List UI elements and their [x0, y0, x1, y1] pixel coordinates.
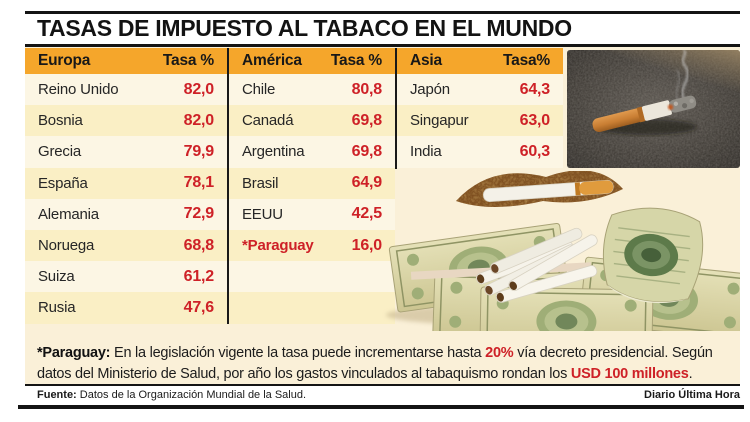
table-row: India 60,3 [397, 136, 563, 168]
table-europa-rows: Reino Unido 82,0 Bosnia 82,0 Grecia 79,9 Es… [25, 74, 227, 324]
rate-cell: 79,9 [183, 142, 215, 160]
table-row: Grecia 79,9 [25, 136, 227, 168]
table-america: América Tasa % Chile 80,8 Canadá 69,8 Arge… [229, 48, 395, 324]
table-asia-header: Asia Tasa% [397, 48, 563, 74]
footnote-text: En la legislación vigente la tasa puede … [110, 344, 486, 361]
country-cell: Japón [410, 81, 450, 99]
top-rule [25, 11, 740, 14]
source-text: Fuente: Datos de la Organización Mundial… [25, 389, 306, 401]
footnote-text: vía decreto presidencial. Según datos de… [37, 344, 713, 383]
table-row: España 78,1 [25, 167, 227, 199]
table-row: Noruega 68,8 [25, 229, 227, 262]
country-cell: Reino Unido [38, 81, 119, 99]
table-europa-header: Europa Tasa % [25, 48, 227, 74]
rate-cell: 78,1 [183, 174, 215, 192]
table-row: Singapur 63,0 [397, 105, 563, 137]
table-row: Rusia 47,6 [25, 292, 227, 324]
table-europa: Europa Tasa % Reino Unido 82,0 Bosnia 82,0… [25, 48, 227, 324]
rate-cell: 63,0 [519, 111, 551, 129]
table-row: Suiza 61,2 [25, 261, 227, 293]
footnote: *Paraguay: En la legislación vigente la … [37, 343, 734, 386]
rate-cell: 47,6 [183, 298, 215, 316]
country-cell: Chile [242, 81, 276, 99]
money-cigarettes-photo [371, 170, 750, 357]
country-cell: Noruega [38, 237, 95, 255]
country-cell: EEUU [242, 205, 283, 223]
country-cell: Singapur [410, 112, 469, 130]
table-row: Reino Unido 82,0 [25, 74, 227, 106]
table-row: EEUU 42,5 [229, 198, 395, 230]
rate-cell: 61,2 [183, 267, 215, 285]
table-asia-rows: Japón 64,3 Singapur 63,0 India 60,3 [397, 74, 563, 168]
country-cell: Argentina [242, 143, 305, 161]
rate-cell: 72,9 [183, 205, 215, 223]
bottom-rule [18, 405, 744, 409]
rate-header-label: Tasa % [162, 52, 214, 69]
country-cell: Bosnia [38, 112, 83, 130]
table-row: Japón 64,3 [397, 74, 563, 106]
country-cell: Canadá [242, 112, 294, 130]
country-cell: Grecia [38, 143, 81, 161]
region-header-label: Asia [410, 52, 442, 69]
country-cell: Brasil [242, 174, 279, 192]
footer-divider-rule [25, 384, 740, 386]
source-value: Datos de la Organización Mundial de la S… [76, 389, 307, 401]
rate-cell: 60,3 [519, 142, 551, 160]
footnote-highlight-usd: USD 100 millones [570, 366, 689, 382]
rate-header-label: Tasa % [330, 52, 382, 69]
rate-cell: 16,0 [351, 236, 383, 254]
region-header-label: Europa [38, 52, 91, 69]
country-cell: España [38, 174, 88, 192]
rate-cell: 82,0 [183, 80, 215, 98]
footnote-highlight-20pct: 20% [485, 344, 514, 361]
footnote-text: . [688, 366, 693, 382]
empty-stripe-row [229, 261, 395, 293]
source-label: Fuente: [37, 389, 77, 401]
source-row: Fuente: Datos de la Organización Mundial… [25, 389, 740, 401]
country-cell: India [410, 143, 442, 161]
table-row: Canadá 69,8 [229, 105, 395, 137]
table-row: Chile 80,8 [229, 74, 395, 106]
table-divider [227, 48, 229, 324]
table-divider [395, 48, 397, 169]
country-cell: Suiza [38, 268, 75, 286]
table-row: Alemania 72,9 [25, 198, 227, 230]
title-divider-rule [25, 44, 740, 47]
footnote-lead: *Paraguay: [37, 344, 111, 361]
page-title: TASAS DE IMPUESTO AL TABACO EN EL MUNDO [37, 15, 572, 41]
table-america-rows: Chile 80,8 Canadá 69,8 Argentina 69,8 Brasi… [229, 74, 395, 324]
rate-cell: 82,0 [183, 111, 215, 129]
country-cell: Alemania [38, 205, 99, 223]
region-header-label: América [242, 52, 302, 69]
cigarette-photo [567, 50, 740, 168]
rate-cell: 42,5 [351, 205, 383, 223]
empty-stripe-row [229, 292, 395, 324]
table-asia: Asia Tasa% Japón 64,3 Singapur 63,0 India 6… [397, 48, 563, 168]
country-cell: *Paraguay [242, 237, 314, 255]
table-row-paraguay: *Paraguay 16,0 [229, 229, 395, 262]
rate-cell: 69,8 [351, 142, 383, 160]
table-row: Brasil 64,9 [229, 167, 395, 199]
country-cell: Rusia [38, 299, 76, 317]
table-america-header: América Tasa % [229, 48, 395, 74]
rate-cell: 69,8 [351, 111, 383, 129]
rate-cell: 68,8 [183, 236, 215, 254]
rate-cell: 64,3 [519, 80, 551, 98]
rate-cell: 80,8 [351, 80, 383, 98]
infographic-body: Europa Tasa % Reino Unido 82,0 Bosnia 82,0… [25, 47, 750, 386]
rate-cell: 64,9 [351, 174, 383, 192]
publisher-credit: Diario Última Hora [644, 389, 740, 401]
table-row: Argentina 69,8 [229, 136, 395, 168]
rate-header-label: Tasa% [503, 52, 550, 69]
table-row: Bosnia 82,0 [25, 105, 227, 137]
